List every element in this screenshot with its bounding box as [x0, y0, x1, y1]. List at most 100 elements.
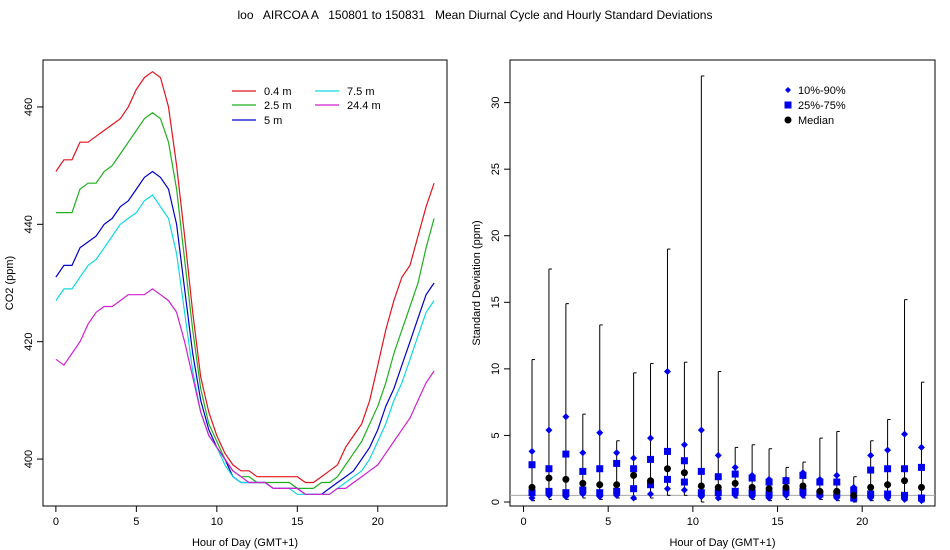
diamond-p10	[680, 486, 688, 494]
diamond-p90	[731, 463, 739, 471]
x-tick-label-left: 0	[53, 516, 59, 528]
diamond-p90	[613, 449, 621, 457]
square-p25	[647, 481, 655, 489]
square-p25	[545, 487, 553, 495]
square-p75	[799, 471, 807, 479]
x-tick-label-right: 15	[771, 516, 783, 528]
square-p25	[579, 486, 587, 494]
square-p25	[731, 487, 739, 495]
legend-circle-icon	[784, 116, 792, 124]
median-point	[562, 475, 570, 483]
square-p75	[680, 457, 688, 465]
square-p75	[731, 470, 739, 478]
square-p75	[884, 465, 892, 473]
diamond-p90	[680, 441, 688, 449]
median-point	[748, 483, 756, 491]
diamond-p90	[562, 413, 570, 421]
y-tick-label-right: 30	[490, 96, 502, 108]
series-line-0	[55, 70, 435, 484]
y-tick-label-right: 20	[490, 230, 502, 242]
median-point	[647, 477, 655, 485]
diamond-p90	[884, 446, 892, 454]
y-tick-label-left: 420	[23, 333, 35, 351]
median-point	[816, 487, 824, 495]
series-line-1	[55, 112, 435, 489]
diamond-p10	[663, 485, 671, 493]
square-p75	[867, 466, 875, 474]
median-point	[545, 474, 553, 482]
square-p25	[799, 487, 807, 495]
series-line-4	[55, 288, 435, 495]
square-p75	[917, 463, 925, 471]
diamond-p90	[714, 451, 722, 459]
x-tick-label-right: 10	[687, 516, 699, 528]
legend-label-2: 5 m	[264, 115, 282, 127]
square-p75	[630, 465, 638, 473]
square-p75	[528, 461, 536, 469]
square-p75	[663, 447, 671, 455]
y-tick-label-right: 10	[490, 363, 502, 375]
diamond-p90	[579, 449, 587, 457]
square-p75	[562, 450, 570, 458]
square-p75	[579, 467, 587, 475]
median-point	[528, 483, 536, 491]
square-p75	[545, 465, 553, 473]
x-tick-label-left: 20	[372, 516, 384, 528]
square-p75	[816, 478, 824, 486]
legend-label-4: 24.4 m	[347, 100, 381, 112]
diamond-p90	[630, 454, 638, 462]
square-p25	[901, 491, 909, 499]
y-tick-label-right: 25	[490, 163, 502, 175]
square-p25	[884, 490, 892, 498]
legend-square-icon	[784, 101, 792, 109]
median-point	[884, 481, 892, 489]
square-p25	[663, 475, 671, 483]
x-tick-label-right: 0	[520, 516, 526, 528]
legend-diamond-icon	[785, 87, 791, 93]
x-tick-label-left: 10	[211, 516, 223, 528]
plot-frame-left	[42, 59, 448, 507]
square-p75	[647, 455, 655, 463]
y-axis-label-right: Standard Deviation (ppm)	[471, 220, 483, 345]
diamond-p10	[647, 490, 655, 498]
diamond-p90	[833, 471, 841, 479]
diamond-p90	[901, 430, 909, 438]
square-p75	[697, 467, 705, 475]
median-point	[833, 487, 841, 495]
square-p25	[765, 490, 773, 498]
square-p75	[850, 486, 858, 494]
square-p25	[697, 489, 705, 497]
median-point	[714, 483, 722, 491]
square-p75	[596, 465, 604, 473]
square-p25	[714, 489, 722, 497]
y-tick-label-right: 0	[490, 499, 502, 505]
x-axis-label-right: Hour of Day (GMT+1)	[669, 537, 775, 549]
median-point	[799, 482, 807, 490]
square-p75	[833, 478, 841, 486]
diamond-p90	[647, 434, 655, 442]
square-p75	[714, 473, 722, 481]
median-point	[917, 483, 925, 491]
square-p25	[630, 485, 638, 493]
diamond-p90	[697, 426, 705, 434]
square-p25	[528, 489, 536, 497]
legend-label-right-1: 25%-75%	[798, 100, 846, 112]
diamond-p90	[545, 426, 553, 434]
y-tick-label-right: 15	[490, 296, 502, 308]
legend-label-1: 2.5 m	[264, 100, 292, 112]
y-tick-label-right: 5	[490, 432, 502, 438]
diamond-p10	[528, 494, 536, 502]
median-point	[731, 479, 739, 487]
square-p25	[680, 478, 688, 486]
series-line-2	[55, 170, 435, 495]
square-p75	[748, 474, 756, 482]
diamond-p90	[867, 451, 875, 459]
square-p75	[901, 465, 909, 473]
x-tick-label-left: 5	[133, 516, 139, 528]
square-p25	[613, 487, 621, 495]
median-point	[901, 477, 909, 485]
square-p25	[748, 489, 756, 497]
median-point	[850, 491, 858, 499]
